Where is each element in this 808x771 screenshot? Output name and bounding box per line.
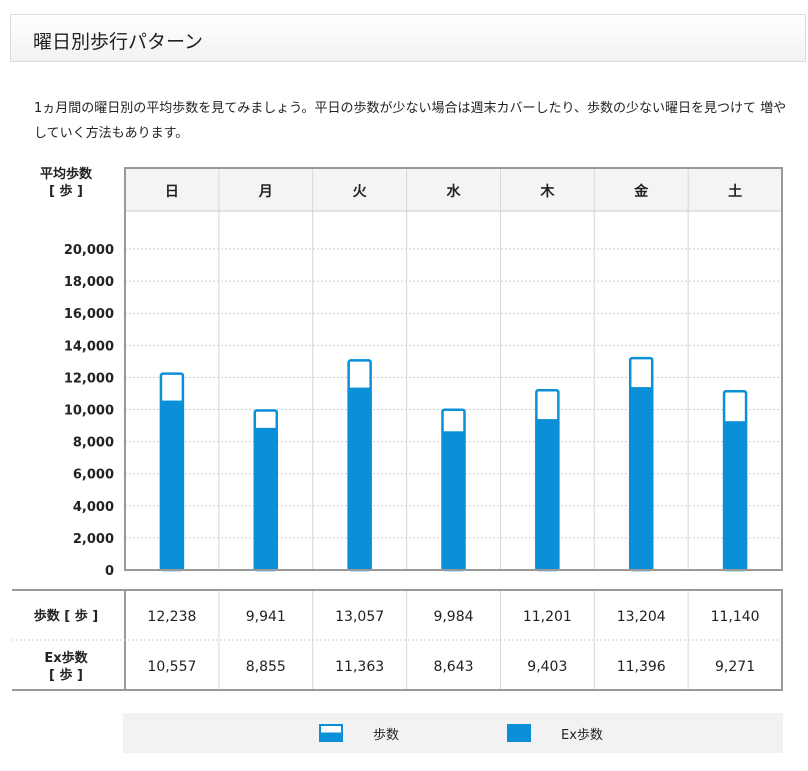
legend-label-ex: Ex歩数 xyxy=(561,727,603,743)
y-axis-label-line1: 平均歩数 xyxy=(39,167,92,182)
value-label-ex: 9,403 xyxy=(527,659,567,675)
category-header-bg xyxy=(125,168,782,211)
bar-ex xyxy=(629,387,654,570)
y-axis-label-line2: [ 歩 ] xyxy=(49,184,83,199)
bar-ex xyxy=(441,431,466,570)
intro-text: 1ヵ月間の曜日別の平均歩数を見てみましょう。平日の歩数が少ない場合は週末カバーし… xyxy=(34,101,787,141)
y-tick-label: 8,000 xyxy=(73,436,114,451)
y-tick-label: 14,000 xyxy=(64,339,114,354)
bar-ex xyxy=(253,427,278,570)
y-tick-label: 18,000 xyxy=(64,275,114,290)
y-tick-label: 2,000 xyxy=(73,532,114,547)
legend-label-steps: 歩数 xyxy=(373,727,400,743)
value-label-ex: 10,557 xyxy=(147,659,196,675)
y-tick-label: 6,000 xyxy=(73,468,114,483)
bar-ex xyxy=(159,400,184,570)
category-label: 金 xyxy=(633,183,649,200)
row-label-ex: Ex歩数 [ 歩 ] xyxy=(20,650,112,684)
category-label: 月 xyxy=(258,184,273,200)
value-label-steps: 9,941 xyxy=(246,609,286,625)
row-label-ex-line1: Ex歩数 xyxy=(44,651,88,666)
value-label-steps: 9,984 xyxy=(433,609,473,625)
value-label-steps: 13,057 xyxy=(335,609,384,625)
legend-swatch-steps xyxy=(319,724,343,742)
value-label-ex: 9,271 xyxy=(715,659,755,675)
y-tick-label: 20,000 xyxy=(64,243,114,258)
value-label-steps: 13,204 xyxy=(617,609,666,625)
value-label-ex: 8,855 xyxy=(246,659,286,675)
y-tick-label: 4,000 xyxy=(73,500,114,515)
value-label-steps: 11,201 xyxy=(523,609,572,625)
y-tick-label: 10,000 xyxy=(64,404,114,419)
legend-item-ex: Ex歩数 xyxy=(507,713,603,753)
y-tick-label: 16,000 xyxy=(64,307,114,322)
category-label: 土 xyxy=(728,183,742,200)
legend-item-steps: 歩数 xyxy=(319,713,399,753)
value-label-steps: 11,140 xyxy=(711,609,760,625)
row-label-steps: 歩数 [ 歩 ] xyxy=(33,609,99,624)
value-label-ex: 11,363 xyxy=(335,659,384,675)
legend-swatch-ex xyxy=(507,724,531,742)
category-label: 火 xyxy=(353,184,368,200)
value-label-steps: 12,238 xyxy=(147,609,196,625)
bar-ex xyxy=(535,419,560,570)
y-axis-label: 平均歩数 [ 歩 ] xyxy=(20,166,112,200)
y-tick-label: 12,000 xyxy=(64,371,114,386)
category-label: 木 xyxy=(539,183,555,200)
bar-ex xyxy=(347,387,372,570)
section-title: 曜日別歩行パターン xyxy=(33,31,204,53)
chart-legend: 歩数 Ex歩数 xyxy=(123,713,783,753)
y-tick-label: 0 xyxy=(105,564,114,579)
category-label: 日 xyxy=(165,184,179,200)
value-label-ex: 8,643 xyxy=(433,659,473,675)
category-label: 水 xyxy=(447,183,462,200)
section-header: 曜日別歩行パターン xyxy=(10,14,806,62)
row-label-ex-line2: [ 歩 ] xyxy=(49,668,83,683)
value-label-ex: 11,396 xyxy=(617,659,666,675)
bar-ex xyxy=(723,421,748,570)
chart-frame xyxy=(124,167,783,571)
